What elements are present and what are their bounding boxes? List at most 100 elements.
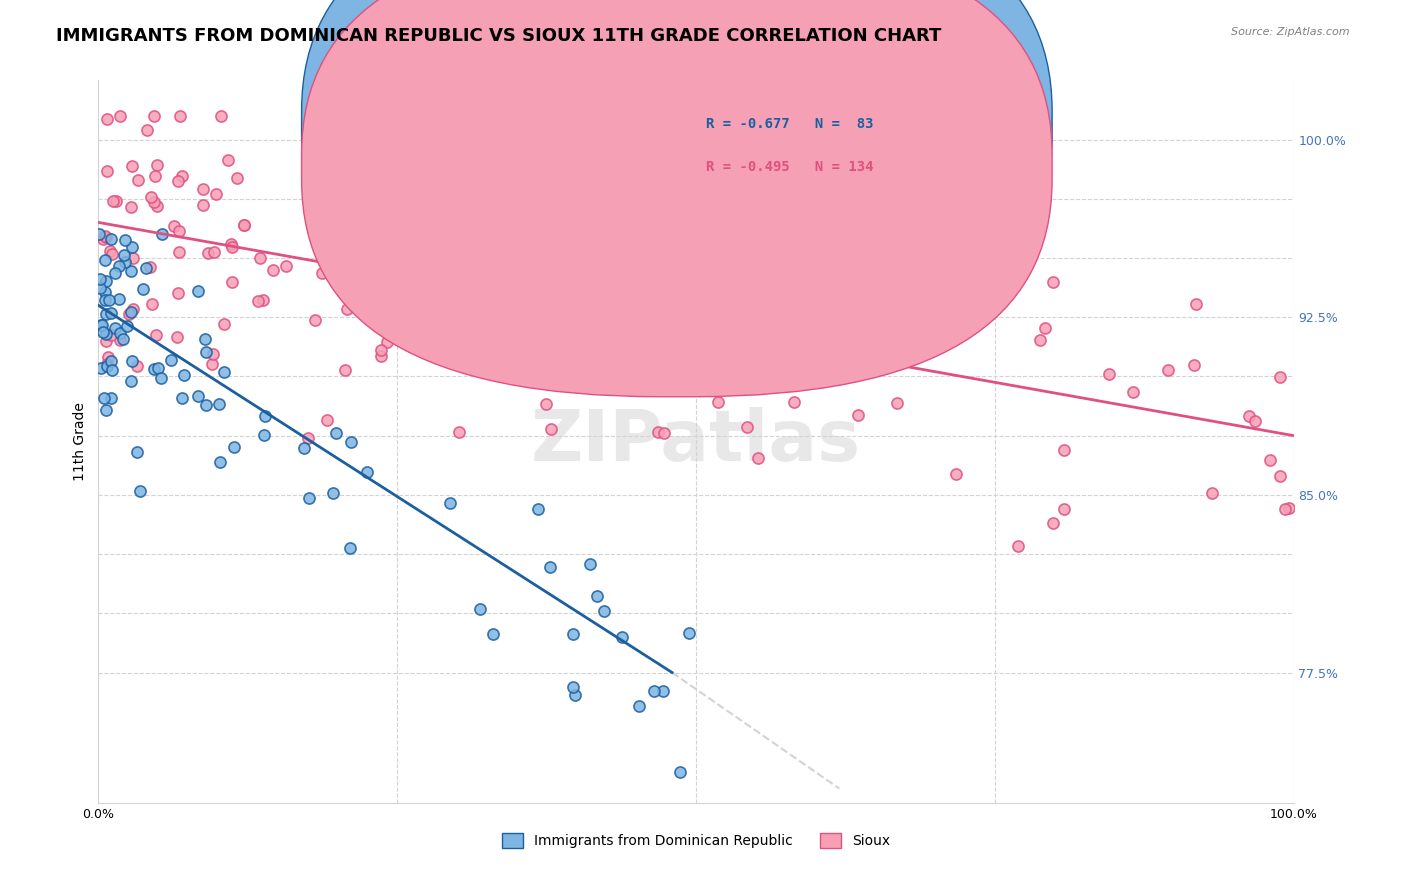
Immigrants from Dominican Republic [252, 428, 274, 442]
Sioux [252, 293, 274, 308]
Sioux [191, 198, 214, 212]
Sioux [1243, 414, 1265, 428]
Immigrants from Dominican Republic [121, 240, 143, 254]
Sioux [1270, 370, 1292, 384]
Immigrants from Dominican Republic [94, 293, 117, 307]
Sioux [496, 244, 519, 258]
Text: R = -0.677   N =  83: R = -0.677 N = 83 [706, 117, 873, 130]
Sioux [534, 396, 557, 410]
Immigrants from Dominican Republic [94, 402, 117, 417]
Sioux [1042, 275, 1064, 289]
Immigrants from Dominican Republic [562, 627, 585, 641]
Sioux [202, 244, 225, 259]
Immigrants from Dominican Republic [91, 318, 114, 333]
Immigrants from Dominican Republic [110, 326, 132, 340]
Immigrants from Dominican Republic [325, 426, 347, 441]
Sioux [848, 408, 870, 422]
Sioux [170, 169, 193, 183]
Sioux [735, 420, 758, 434]
Sioux [1029, 333, 1052, 347]
Sioux [666, 164, 689, 178]
Sioux [141, 296, 163, 310]
Sioux [127, 173, 149, 187]
Immigrants from Dominican Republic [150, 371, 173, 385]
Immigrants from Dominican Republic [592, 603, 614, 617]
Sioux [977, 270, 1000, 285]
Sioux [463, 284, 485, 298]
Sioux [297, 431, 319, 445]
Immigrants from Dominican Republic [90, 318, 112, 333]
Immigrants from Dominican Republic [159, 352, 181, 367]
Immigrants from Dominican Republic [120, 305, 142, 319]
Sioux [540, 422, 562, 436]
Immigrants from Dominican Republic [209, 455, 232, 469]
Sioux [942, 290, 965, 304]
Immigrants from Dominican Republic [121, 353, 143, 368]
Sioux [640, 337, 662, 351]
Sioux [122, 251, 145, 265]
Sioux [110, 333, 132, 347]
Immigrants from Dominican Republic [187, 285, 209, 299]
Sioux [333, 363, 356, 377]
Immigrants from Dominican Republic [612, 630, 634, 644]
Sioux [1201, 486, 1223, 500]
Sioux [1007, 539, 1029, 553]
Sioux [304, 312, 326, 326]
Sioux [924, 330, 946, 344]
Sioux [146, 199, 169, 213]
Immigrants from Dominican Republic [100, 232, 122, 246]
Immigrants from Dominican Republic [222, 440, 245, 454]
Sioux [104, 194, 127, 209]
Sioux [1268, 469, 1291, 483]
Sioux [217, 153, 239, 167]
Immigrants from Dominican Republic [628, 699, 651, 714]
Immigrants from Dominican Republic [146, 361, 169, 376]
Sioux [219, 236, 242, 251]
Immigrants from Dominican Republic [89, 272, 111, 286]
Sioux [96, 164, 118, 178]
Immigrants from Dominican Republic [115, 319, 138, 334]
Sioux [579, 315, 602, 329]
Immigrants from Dominican Republic [195, 397, 218, 411]
Sioux [166, 330, 188, 344]
Sioux [747, 450, 769, 465]
Sioux [125, 359, 148, 374]
Immigrants from Dominican Republic [585, 590, 607, 604]
Sioux [232, 218, 254, 232]
Sioux [479, 206, 502, 220]
Sioux [370, 349, 392, 363]
Sioux [1098, 368, 1121, 382]
Sioux [586, 207, 609, 221]
Immigrants from Dominican Republic [120, 374, 142, 388]
Sioux [773, 280, 796, 294]
Sioux [865, 357, 887, 371]
Immigrants from Dominican Republic [212, 366, 235, 380]
Sioux [221, 240, 243, 254]
Immigrants from Dominican Republic [668, 765, 690, 780]
Sioux [96, 230, 118, 244]
Sioux [98, 244, 121, 258]
Sioux [142, 109, 165, 123]
Sioux [406, 129, 429, 144]
Sioux [366, 109, 388, 123]
Immigrants from Dominican Republic [114, 234, 136, 248]
Immigrants from Dominican Republic [112, 248, 135, 262]
Text: R = -0.495   N = 134: R = -0.495 N = 134 [706, 160, 873, 174]
Immigrants from Dominican Republic [578, 557, 600, 571]
Immigrants from Dominican Republic [340, 435, 363, 450]
Sioux [122, 302, 145, 317]
Sioux [343, 293, 366, 308]
Immigrants from Dominican Republic [104, 320, 127, 334]
Legend: Immigrants from Dominican Republic, Sioux: Immigrants from Dominican Republic, Siou… [496, 828, 896, 854]
Immigrants from Dominican Republic [194, 333, 217, 347]
Immigrants from Dominican Republic [90, 361, 112, 376]
Immigrants from Dominican Republic [104, 266, 127, 280]
Sioux [143, 169, 166, 183]
Sioux [214, 318, 236, 332]
Sioux [121, 159, 143, 173]
Sioux [226, 170, 249, 185]
Immigrants from Dominican Republic [100, 353, 122, 368]
Immigrants from Dominican Republic [208, 397, 231, 411]
Sioux [209, 109, 232, 123]
Immigrants from Dominican Republic [538, 560, 561, 574]
